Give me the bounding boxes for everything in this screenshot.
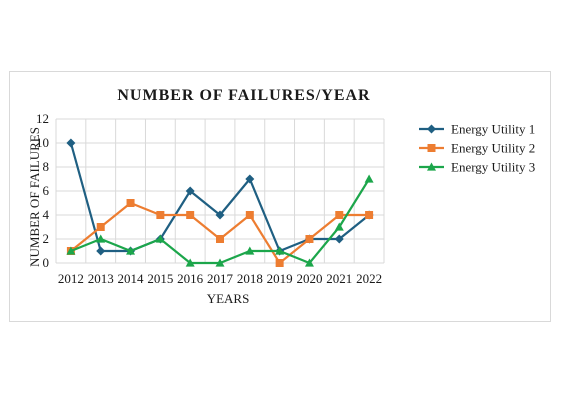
data-point (185, 258, 195, 267)
data-point (305, 235, 314, 243)
x-tick-label: 2021 (326, 271, 352, 286)
y-tick-label: 8 (43, 159, 50, 174)
data-point (275, 259, 284, 267)
data-point (304, 258, 314, 267)
data-point (365, 211, 374, 219)
x-tick-label: 2022 (356, 271, 382, 286)
data-point (186, 211, 195, 219)
data-point (96, 246, 106, 256)
data-point (66, 246, 76, 255)
data-point (245, 211, 254, 219)
y-tick-label: 12 (36, 111, 49, 126)
legend-item: Energy Utility 3 (419, 160, 535, 175)
data-point (216, 235, 224, 243)
x-tick-label: 2012 (58, 271, 84, 286)
x-tick-label: 2019 (267, 271, 293, 286)
chart-title: NUMBER OF FAILURES/YEAR (117, 87, 370, 104)
legend-item: Energy Utility 2 (419, 141, 535, 156)
x-axis-label: YEARS (207, 291, 250, 306)
legend: Energy Utility 1 Energy Utility 2 Energy U… (419, 122, 535, 175)
data-point (275, 246, 285, 255)
x-tick-label: 2014 (118, 271, 145, 286)
y-tick-label: 2 (43, 231, 50, 246)
data-point (245, 246, 255, 255)
x-tick-label: 2013 (88, 271, 114, 286)
series-layer (66, 138, 374, 267)
legend-label: Energy Utility 1 (451, 122, 535, 137)
data-point (364, 174, 374, 183)
x-tick-label: 2015 (147, 271, 173, 286)
data-point (335, 211, 344, 219)
data-point (185, 186, 195, 196)
y-tick-label: 0 (43, 255, 50, 270)
x-tick-label: 2016 (177, 271, 204, 286)
gridlines (55, 118, 385, 264)
x-tick-label: 2020 (296, 271, 322, 286)
data-point (215, 210, 225, 220)
y-tick-label: 6 (43, 183, 50, 198)
y-tick-label: 10 (36, 135, 49, 150)
data-point (66, 138, 76, 148)
series-2 (66, 199, 374, 267)
data-point (126, 199, 135, 207)
data-point (334, 222, 344, 231)
x-tick-label: 2018 (237, 271, 263, 286)
legend-label: Energy Utility 3 (451, 160, 535, 175)
y-tick-labels: 0 2 4 6 8 10 12 (36, 111, 50, 270)
x-tick-label: 2017 (207, 271, 234, 286)
chart-frame (9, 71, 551, 322)
data-point (215, 258, 225, 267)
data-point (155, 234, 165, 243)
data-point (96, 234, 106, 243)
data-point (96, 223, 105, 231)
data-point (245, 174, 255, 184)
legend-label: Energy Utility 2 (451, 141, 535, 156)
legend-item: Energy Utility 1 (419, 122, 535, 137)
data-point (126, 246, 136, 255)
y-axis-label: NUMBER OF FAILURES (27, 127, 42, 267)
x-tick-labels: 2012 2013 2014 2015 2016 2017 2018 2019 2020 2021… (58, 271, 382, 286)
data-point (156, 211, 165, 219)
legend-marker (427, 124, 436, 134)
series-3 (66, 174, 374, 267)
y-tick-label: 4 (43, 207, 50, 222)
data-point (334, 234, 344, 244)
legend-marker (427, 162, 436, 171)
legend-marker (427, 144, 436, 152)
